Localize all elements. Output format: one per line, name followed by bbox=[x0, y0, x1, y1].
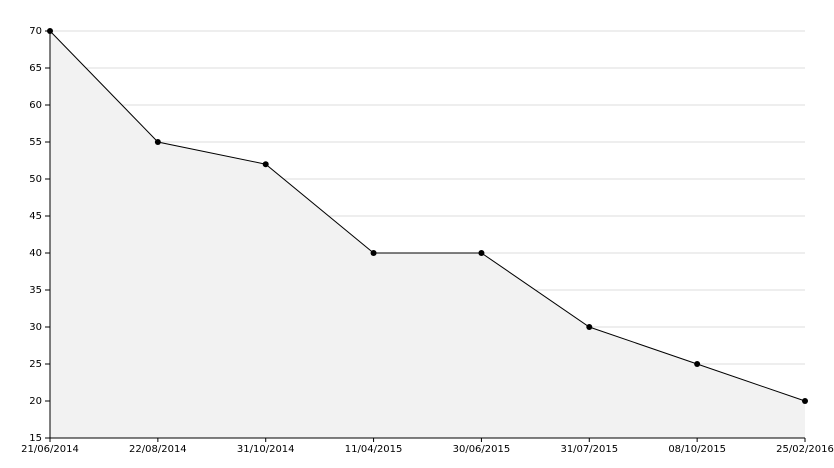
y-tick-label: 45 bbox=[29, 211, 42, 222]
y-tick-label: 55 bbox=[29, 137, 42, 148]
x-tick-label: 31/07/2015 bbox=[560, 444, 618, 455]
y-tick-label: 40 bbox=[29, 248, 42, 259]
marker bbox=[694, 361, 701, 367]
y-tick-label: 25 bbox=[29, 359, 42, 370]
y-tick-label: 60 bbox=[29, 100, 42, 111]
y-tick-label: 15 bbox=[29, 433, 42, 444]
y-tick-label: 35 bbox=[29, 285, 42, 296]
marker bbox=[586, 324, 593, 330]
x-tick-label: 21/06/2014 bbox=[21, 444, 79, 455]
y-tick-label: 20 bbox=[29, 396, 42, 407]
x-tick-label: 08/10/2015 bbox=[668, 444, 726, 455]
x-tick-label: 25/02/2016 bbox=[776, 444, 834, 455]
x-tick-label: 11/04/2015 bbox=[345, 444, 403, 455]
marker bbox=[370, 250, 377, 256]
x-tick-label: 31/10/2014 bbox=[237, 444, 295, 455]
area bbox=[50, 31, 805, 438]
marker bbox=[154, 139, 161, 145]
y-tick-label: 50 bbox=[29, 174, 42, 185]
x-tick-label: 22/08/2014 bbox=[129, 444, 187, 455]
y-tick-label: 65 bbox=[29, 63, 42, 74]
y-tick-label: 70 bbox=[29, 26, 42, 37]
marker bbox=[478, 250, 485, 256]
x-tick-label: 30/06/2015 bbox=[453, 444, 511, 455]
line bbox=[49, 30, 806, 402]
marker bbox=[262, 161, 269, 168]
y-tick-label: 30 bbox=[29, 322, 42, 333]
marker bbox=[802, 398, 808, 404]
